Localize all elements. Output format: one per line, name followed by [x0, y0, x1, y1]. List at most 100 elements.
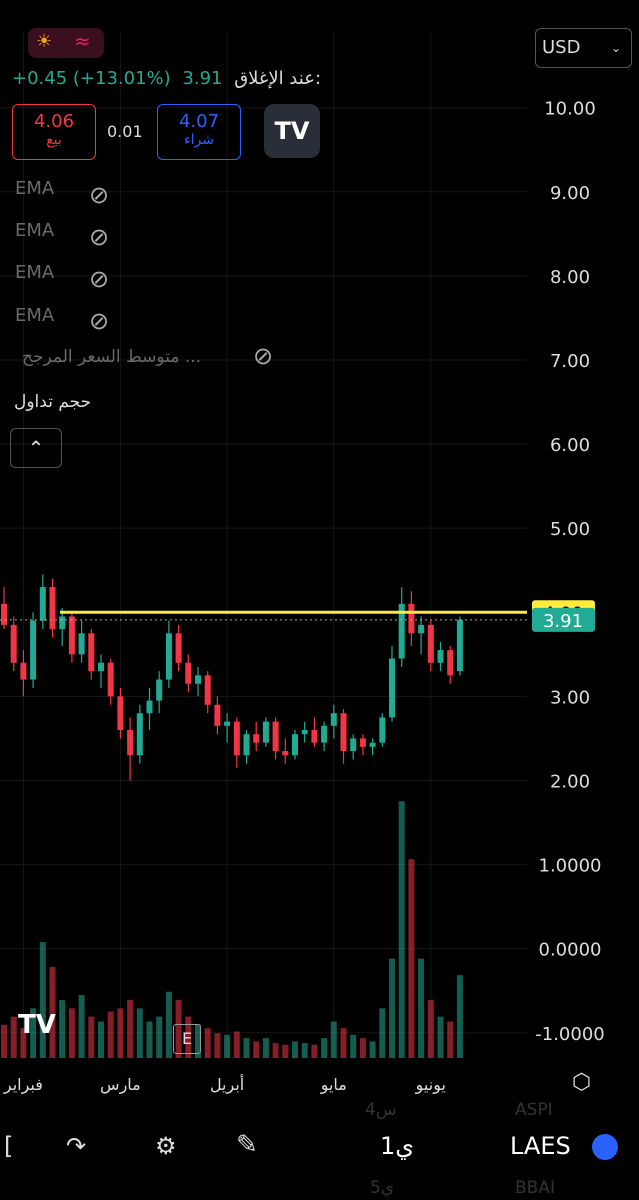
candle-body — [272, 721, 279, 752]
indicator[interactable]: متوسط السعر المرجح ... — [22, 347, 202, 367]
toolbar: 4س ASPI 5ي BBAI [ ↷ ⚙ ✎ 1ي LAES — [0, 1098, 639, 1200]
candle-body — [195, 675, 201, 684]
fullscreen-icon[interactable]: [ — [4, 1132, 14, 1160]
buy-label: شراء — [184, 132, 214, 148]
y-tick-label: 1.0000 — [539, 856, 602, 877]
volume-bar — [321, 1038, 328, 1058]
candle-body — [49, 587, 56, 630]
x-tick-label: فبراير — [3, 1075, 43, 1095]
candle-body — [165, 633, 172, 680]
close-label: عند الإغلاق: — [234, 68, 322, 89]
collapse-button[interactable]: ⌃ — [10, 428, 62, 468]
y-tick-label: 3.00 — [550, 687, 590, 708]
candle-body — [321, 725, 328, 743]
hide-icons[interactable]: ⊘ ⊘ ⊘ ⊘ — [89, 181, 110, 335]
candle-body — [262, 721, 269, 743]
candle-body — [427, 624, 434, 663]
candle-body — [243, 734, 250, 756]
candle-body — [233, 721, 240, 756]
volume-bar — [214, 1033, 221, 1058]
candle-body — [369, 742, 376, 747]
indicator[interactable]: EMA — [15, 305, 55, 326]
volume-bar — [418, 958, 425, 1058]
volume-bar — [369, 1041, 376, 1058]
candle-body — [20, 662, 27, 680]
indicator[interactable]: EMA — [15, 220, 55, 241]
volume-bar — [350, 1034, 357, 1058]
candle-body — [107, 662, 114, 697]
volume-bar — [437, 1016, 444, 1058]
candle-body — [1, 603, 7, 625]
session-icons[interactable]: ☀ ≈ — [28, 28, 104, 58]
volume-bar — [30, 1008, 37, 1058]
interval[interactable]: 1ي — [380, 1132, 415, 1160]
candle-body — [282, 751, 289, 756]
change: +0.45 (+13.01%) — [12, 68, 171, 89]
volume-bar — [311, 1044, 318, 1058]
volume-bar — [117, 1008, 124, 1058]
volume-bar — [379, 1008, 386, 1058]
volume-bar — [340, 1028, 347, 1058]
volume-bar — [49, 966, 56, 1058]
volume-bar — [146, 1021, 153, 1058]
volume-bar — [1, 1024, 7, 1058]
volume-bar — [330, 1021, 337, 1058]
candle-body — [68, 616, 75, 655]
volume-bar — [185, 1016, 192, 1058]
volume-bar — [107, 1011, 114, 1058]
candle-body — [311, 730, 318, 743]
volume-bar — [195, 1024, 201, 1058]
candle-body — [127, 730, 134, 756]
tv-logo[interactable]: TV — [264, 104, 320, 158]
candle-body — [156, 679, 163, 701]
y-tick-label: 7.00 — [550, 351, 590, 372]
volume-bar — [165, 991, 172, 1058]
candle-body — [98, 662, 104, 672]
buy-button[interactable]: 4.07 شراء — [157, 104, 241, 160]
volume-bar — [88, 1016, 95, 1058]
indicators-icon[interactable]: ⚙ — [155, 1132, 177, 1160]
volume-bar — [389, 958, 395, 1058]
indicator[interactable]: EMA — [15, 262, 55, 283]
y-tick-label: 2.00 — [550, 771, 590, 792]
volume-bar — [301, 1043, 308, 1058]
indicator[interactable]: EMA — [15, 178, 55, 199]
volume-bar — [127, 1000, 134, 1058]
event-marker[interactable]: E — [173, 1024, 201, 1054]
y-tick-label: -1.0000 — [535, 1024, 604, 1045]
tv-watermark: TV — [18, 1010, 56, 1040]
sell-price: 4.06 — [33, 111, 75, 132]
x-tick-label: مارس — [100, 1075, 141, 1095]
settings-icon[interactable]: ⬡ — [572, 1070, 592, 1095]
candle-body — [78, 633, 85, 655]
y-tick-label: 8.00 — [550, 267, 590, 288]
volume-bar — [243, 1038, 250, 1058]
candle-body — [437, 650, 444, 663]
volume-bar — [20, 1028, 27, 1058]
volume-bar — [253, 1041, 260, 1058]
symbol[interactable]: LAES — [510, 1132, 571, 1160]
behind-text: 4س — [365, 1100, 397, 1120]
hide-icon[interactable]: ⊘ — [253, 342, 274, 370]
candle-body — [301, 730, 308, 735]
price-tag-label: 3.91 — [543, 611, 583, 632]
currency-select[interactable]: USD ⌄ — [535, 28, 632, 68]
candle-body — [253, 734, 260, 743]
candle-body — [204, 675, 211, 705]
buy-price: 4.07 — [178, 111, 220, 132]
volume-bar — [59, 1000, 66, 1058]
candle-body — [117, 696, 124, 731]
volume-bar — [447, 1021, 454, 1058]
close-price: 3.91 — [182, 68, 223, 89]
sell-button[interactable]: 4.06 بيع — [12, 104, 96, 160]
x-tick-label: أبريل — [210, 1074, 244, 1095]
sell-label: بيع — [46, 132, 62, 148]
volume-bar — [136, 1008, 143, 1058]
draw-icon[interactable]: ✎ — [236, 1130, 258, 1160]
volume-bar — [408, 859, 415, 1058]
share-icon[interactable]: ↷ — [66, 1132, 87, 1160]
candle-body — [418, 624, 425, 634]
volume-bar — [78, 995, 85, 1058]
y-tick-label: 0.0000 — [539, 940, 602, 961]
